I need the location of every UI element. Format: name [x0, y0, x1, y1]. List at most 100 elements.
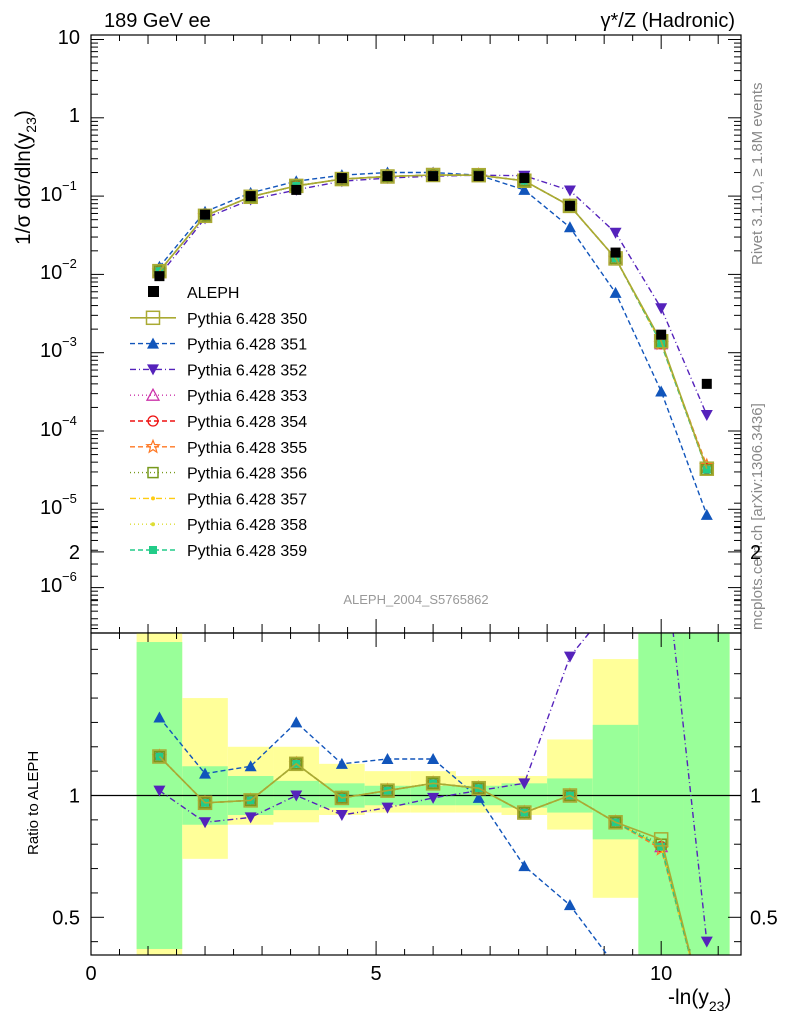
- ratio-series-marker: [562, 788, 578, 803]
- ratio-series-marker: [518, 860, 531, 872]
- svg-text:−5: −5: [62, 491, 77, 506]
- ratio-series-marker: [425, 776, 441, 791]
- svg-text:1/σ dσ/dln(y23): 1/σ dσ/dln(y23): [12, 110, 39, 245]
- ratio-series-marker: [380, 783, 395, 798]
- ratio-series-marker: [705, 1018, 709, 1022]
- legend-label: Pythia 6.428 351: [187, 337, 307, 354]
- ratio-series-marker: [610, 596, 622, 607]
- ratio-series-marker: [153, 785, 166, 797]
- main-series-marker: [700, 410, 713, 422]
- main-series-marker: [657, 339, 666, 348]
- legend-marker: [147, 337, 159, 349]
- ratio-series-marker: [471, 780, 486, 796]
- main-series-marker: [562, 198, 578, 214]
- x-tick-label: 10: [650, 963, 672, 985]
- main-series-marker: [471, 167, 486, 183]
- legend-label: Pythia 6.428 352: [187, 362, 307, 379]
- y-tick-label-1e-5: 10 −5: [40, 491, 77, 519]
- y-tick-label-1e-1: 10 −1: [40, 178, 77, 206]
- y-tick-label-1e-4: 10 −4: [40, 413, 77, 441]
- main-series-marker: [563, 221, 576, 233]
- data-point: [200, 209, 211, 220]
- legend-marker: [145, 387, 161, 401]
- y-tick-label-1e-2: 10 −2: [40, 256, 77, 284]
- svg-text:10: 10: [40, 262, 62, 284]
- legend-label: Pythia 6.428 350: [187, 311, 307, 328]
- main-series-marker: [655, 303, 668, 315]
- main-series-marker: [563, 185, 576, 197]
- ratio-series-marker: [336, 792, 348, 804]
- svg-text:10: 10: [40, 575, 62, 597]
- data-point: [154, 271, 165, 282]
- x-tick-label: 0: [85, 963, 96, 985]
- ratio-series-marker: [700, 1013, 713, 1024]
- legend-label: Pythia 6.428 357: [187, 491, 307, 508]
- svg-text:10: 10: [40, 419, 62, 441]
- svg-text:10: 10: [40, 184, 62, 206]
- ratio-y-tick-label-right: 2: [750, 542, 761, 564]
- ratio-series-marker: [381, 802, 394, 814]
- legend-label: Pythia 6.428 359: [187, 543, 307, 560]
- data-point: [564, 200, 575, 211]
- legend-marker: [145, 438, 161, 454]
- data-point: [428, 171, 439, 182]
- ratio-series-marker: [653, 832, 669, 847]
- data-point: [291, 184, 302, 195]
- legend-marker: [147, 364, 159, 376]
- ratio-series-group: [151, 518, 713, 1024]
- legend-label-data: ALEPH: [187, 285, 239, 302]
- ratio-series-marker: [702, 1015, 712, 1024]
- data-point: [245, 191, 256, 202]
- ratio-series-marker: [381, 752, 394, 764]
- ratio-series-marker: [701, 1014, 713, 1024]
- data-point: [610, 247, 621, 258]
- y-tick-label-1: 1: [69, 105, 80, 127]
- ratio-series-marker: [153, 750, 166, 763]
- ratio-series-marker: [289, 756, 304, 772]
- main-series-marker: [702, 465, 711, 474]
- main-series-marker: [197, 208, 213, 224]
- main-series-marker: [609, 227, 622, 239]
- legend-label: Pythia 6.428 356: [187, 466, 307, 483]
- energy-label: 189 GeV ee: [104, 10, 211, 32]
- data-point: [473, 171, 484, 182]
- ratio-series-marker: [655, 518, 667, 529]
- ratio-series-marker: [609, 816, 622, 829]
- legend-marker: [147, 466, 159, 479]
- ratio-series-marker: [700, 936, 713, 948]
- ratio-series-marker: [564, 789, 576, 802]
- analysis-watermark: ALEPH_2004_S5765862: [343, 592, 488, 607]
- svg-text:10: 10: [40, 340, 62, 362]
- legend: ALEPH Pythia 6.428 350 Pythia 6.428 351 Pyt…: [130, 285, 307, 560]
- ratio-series-marker: [244, 812, 257, 824]
- ratio-series-marker: [244, 760, 257, 772]
- ratio-series-marker: [563, 899, 576, 911]
- rivet-version-label: Rivet 3.1.10, ≥ 1.8M events: [749, 83, 766, 266]
- ratio-series-marker: [243, 793, 258, 808]
- ratio-series-marker: [290, 716, 303, 728]
- ratio-series-marker: [199, 817, 212, 829]
- ratio-inner-band: [683, 633, 730, 955]
- svg-text:−2: −2: [62, 256, 77, 271]
- legend-marker-data: [148, 286, 159, 297]
- ratio-y-tick-label-right: 0.5: [750, 907, 778, 929]
- ratio-series-marker: [199, 767, 212, 779]
- main-series-marker: [609, 286, 622, 298]
- legend-marker: [151, 522, 155, 527]
- y-tick-label-1e-6: 10 −6: [40, 569, 77, 597]
- svg-text:-ln(y23): -ln(y23): [668, 986, 731, 1014]
- ratio-series-marker: [472, 791, 485, 803]
- ratio-series-marker: [335, 757, 348, 769]
- main-y-axis-label: 1/σ dσ/dln(y23): [12, 110, 39, 245]
- data-point: [382, 171, 393, 182]
- ratio-series-marker: [518, 806, 531, 819]
- main-series-marker: [334, 171, 350, 187]
- legend-label: Pythia 6.428 354: [187, 414, 307, 431]
- svg-text:−6: −6: [62, 569, 77, 584]
- legend-marker: [149, 546, 157, 554]
- ratio-tick-labels: 0.5 0.5 1 1 2 2 0 5 10: [52, 542, 778, 985]
- ratio-series-marker: [153, 711, 166, 723]
- svg-text:−3: −3: [62, 334, 77, 349]
- ratio-y-axis-label: Ratio to ALEPH: [25, 751, 42, 855]
